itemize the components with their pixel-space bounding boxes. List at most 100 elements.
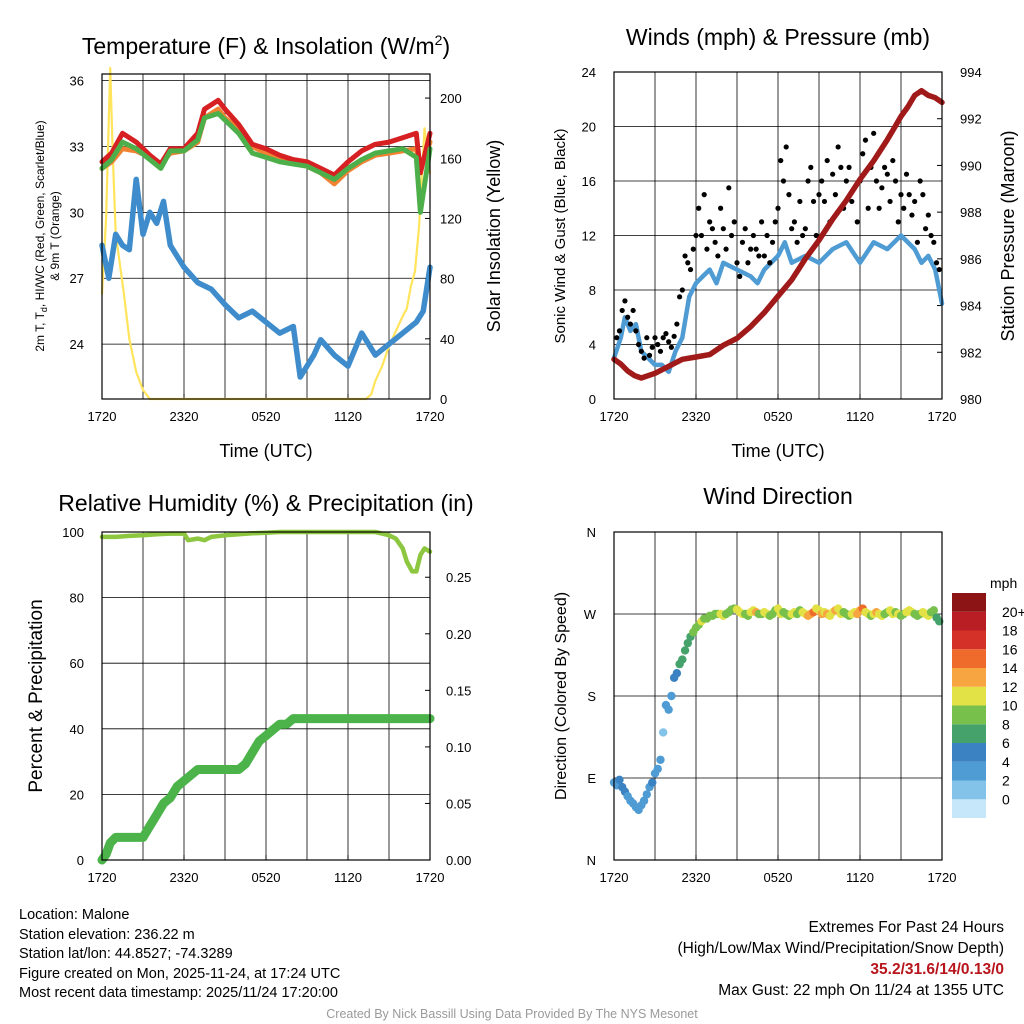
direction-point: [648, 778, 657, 787]
gust-point: [715, 253, 721, 259]
y2-tick-label: 0.20: [446, 627, 471, 642]
gust-point: [884, 171, 890, 177]
gust-point: [923, 226, 929, 232]
extremes-panel: Extremes For Past 24 Hours (High/Low/Max…: [678, 917, 1005, 1001]
y-axis-label-line1: 2m T, Td, HI/WC (Red, Green, Scarlet/Blu…: [33, 120, 49, 351]
direction-chart: 1720 2320 0520 1120 1720 N E S W N Wind Direction D…: [553, 483, 1024, 885]
y-axis-label-text: Sonic Wind & Gust (Blue, Black): [552, 128, 569, 343]
y2-tick-label: 992: [960, 112, 982, 127]
gust-point: [622, 298, 628, 304]
legend-label: 12: [1002, 679, 1018, 695]
chart-title: Temperature (F) & Insolation (W/m2): [82, 32, 450, 59]
y-axis-label-line2: & 9m T (Orange): [48, 191, 62, 281]
y-tick-label: S: [587, 689, 596, 704]
x-tick-label: 2320: [170, 870, 199, 885]
direction-point: [659, 728, 668, 737]
y-axis-label-text: Direction (Colored By Speed): [553, 592, 570, 800]
legend-swatch: [952, 780, 986, 800]
y-tick-label: 80: [70, 591, 84, 606]
gust-point: [821, 198, 828, 205]
latlon-text: Station lat/lon: 44.8527; -74.3289: [19, 946, 233, 962]
gust-point: [723, 246, 729, 252]
gust-point: [687, 266, 694, 273]
gust-point: [737, 273, 743, 279]
y-axis-label-text: Percent & Precipitation: [26, 599, 47, 792]
x-axis-label: Time (UTC): [219, 441, 312, 461]
series-line-pressure: [611, 87, 945, 381]
gust-point: [734, 260, 740, 266]
gust-point: [783, 144, 789, 150]
max-gust-text: Max Gust: 22 mph On 11/24 at 1355 UTC: [718, 982, 1004, 999]
gust-point: [633, 328, 639, 334]
y2-tick-label: 980: [960, 392, 982, 407]
x-tick-label: 0520: [252, 870, 281, 885]
gust-point: [805, 178, 811, 184]
y-tick-label: 24: [70, 337, 84, 352]
y2-tick-label: 120: [440, 211, 462, 226]
gust-point: [644, 335, 650, 341]
gust-point: [813, 232, 819, 239]
gust-point: [690, 246, 696, 252]
legend-swatch: [952, 761, 986, 781]
x-tick-label: 0520: [764, 409, 793, 424]
legend-swatch: [952, 705, 986, 725]
y2-tick-label: 994: [960, 65, 982, 80]
gust-point: [816, 192, 822, 198]
y2-tick-label: 990: [960, 158, 982, 173]
gust-point: [759, 219, 765, 225]
x-tick-label: 1720: [600, 870, 629, 885]
extremes-subtitle: (High/Low/Max Wind/Precipitation/Snow De…: [677, 940, 1005, 957]
gust-point: [865, 205, 871, 211]
gust-point: [720, 226, 726, 232]
plot-border: [101, 73, 431, 400]
gust-point: [846, 164, 852, 170]
legend-label: 8: [1002, 716, 1010, 732]
y-tick-label: 4: [589, 338, 596, 353]
y-tick-label: 16: [582, 174, 596, 189]
y-tick-label: N: [587, 853, 596, 868]
gust-point: [649, 344, 655, 350]
x-tick-label: 2320: [682, 870, 711, 885]
y2-tick-label: 0.05: [446, 796, 471, 811]
station-info: Location: Malone Station elevation: 236.…: [19, 906, 340, 1004]
y-tick-label: 100: [62, 525, 84, 540]
gust-point: [797, 198, 803, 205]
gust-point: [745, 260, 751, 266]
winds-chart: 1720 2320 0520 1120 1720 0 4 8 12 16 20 24 980 982 984…: [552, 24, 1018, 461]
gust-point: [718, 205, 724, 211]
gust-point: [936, 266, 942, 273]
direction-point: [683, 638, 692, 648]
legend-swatch: [952, 686, 986, 706]
x-tick-label: 1720: [928, 870, 957, 885]
gust-point: [660, 335, 666, 341]
gust-point: [666, 339, 672, 345]
y-tick-label: 0: [589, 392, 596, 407]
gust-point: [789, 226, 795, 232]
direction-point: [642, 790, 651, 799]
gust-point: [742, 226, 748, 232]
gust-point: [838, 164, 844, 170]
y-tick-label: 27: [70, 271, 84, 286]
gust-point: [802, 226, 808, 232]
gust-point: [898, 192, 904, 198]
y-tick-label: 20: [582, 120, 596, 135]
legend-label: 6: [1002, 735, 1010, 751]
y2-axis-label-text: Solar Insolation (Yellow): [484, 140, 504, 332]
gust-point: [928, 232, 934, 239]
gust-point: [636, 341, 642, 348]
gust-point: [819, 178, 825, 184]
chart-title: Winds (mph) & Pressure (mb): [626, 24, 930, 50]
direction-point: [672, 669, 682, 678]
direction-point: [680, 646, 690, 655]
legend-label: 0: [1002, 791, 1010, 807]
y-tick-label: 30: [70, 205, 84, 220]
direction-point: [935, 617, 944, 626]
gust-point: [698, 232, 705, 239]
x-tick-label: 1720: [600, 409, 629, 424]
gust-point: [794, 239, 800, 245]
gust-point: [693, 232, 699, 239]
gust-point: [933, 260, 940, 266]
y2-tick-label: 0.00: [446, 853, 471, 868]
y-tick-label: 40: [70, 722, 84, 737]
gust-point: [901, 205, 907, 211]
